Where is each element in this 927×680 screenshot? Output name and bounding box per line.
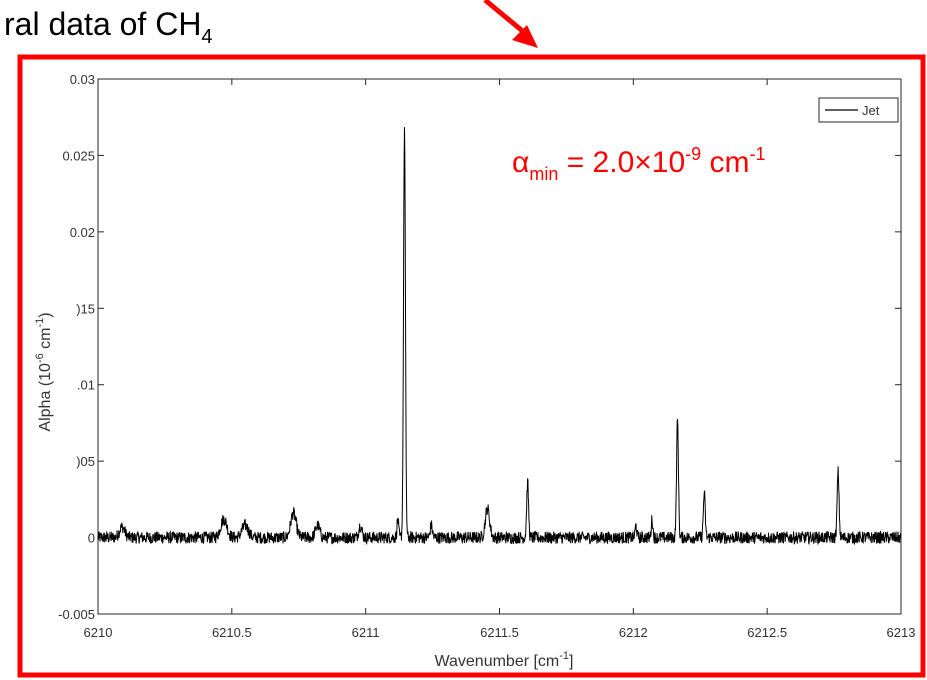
series-group — [97, 127, 902, 546]
alpha-subscript: min — [529, 164, 558, 184]
y-axis-label-unit: cm — [37, 328, 54, 354]
series-line-jet — [97, 127, 902, 546]
y-axis-label-exponent-2: -1 — [34, 318, 46, 328]
y-tick-label: .01 — [77, 378, 95, 393]
annotation-unit-exponent: -1 — [750, 144, 766, 164]
y-tick-label: -0.005 — [58, 607, 95, 622]
x-tick-label: 6213 — [887, 625, 916, 640]
annotation-unit: cm — [701, 146, 749, 179]
x-tick-label: 6212.5 — [747, 625, 787, 640]
y-axis-label-text: Alpha (10 — [37, 363, 54, 432]
alpha-symbol: α — [512, 146, 529, 179]
x-axis-label: Wavenumber [cm-1] — [434, 650, 573, 670]
y-axis-label-end: ) — [37, 312, 54, 317]
x-axis-label-exponent: -1 — [559, 650, 569, 662]
legend-label-jet: Jet — [862, 103, 880, 118]
y-tick-label: 0.03 — [70, 72, 95, 87]
axis-ticks: 6210 6210.5 6211 6211.5 6212 6212.5 6213 -0.005… — [58, 72, 915, 640]
y-tick-label: )15 — [76, 301, 95, 316]
x-tick-label: 6211 — [352, 625, 380, 640]
y-tick-label: 0 — [88, 531, 95, 546]
x-tick-label: 6210 — [84, 625, 113, 640]
y-axis-label-exponent-1: -6 — [34, 353, 46, 363]
arrow-head — [512, 25, 538, 48]
y-tick-label: 0.02 — [70, 225, 95, 240]
x-tick-label: 6210.5 — [212, 625, 252, 640]
x-axis-label-text: Wavenumber [cm — [434, 653, 559, 670]
heading-subscript: 4 — [201, 26, 213, 48]
y-tick-label: 0.025 — [62, 148, 95, 163]
heading-text: ral data of CH — [4, 6, 202, 42]
x-axis-label-end: ] — [569, 653, 573, 670]
x-tick-label: 6212 — [619, 625, 648, 640]
annotation-value: = 2.0×10 — [558, 146, 685, 179]
annotation-exponent: -9 — [685, 144, 701, 164]
x-tick-label: 6211.5 — [480, 625, 519, 640]
alpha-min-annotation: αmin = 2.0×10-9 cm-1 — [512, 144, 766, 184]
plot-area — [97, 78, 902, 615]
legend: Jet — [818, 97, 899, 123]
y-tick-label: )05 — [76, 454, 95, 469]
y-axis-label: Alpha (10-6 cm-1) — [34, 312, 54, 431]
highlight-frame — [17, 54, 926, 678]
slide-heading: ral data of CH4 — [4, 6, 213, 49]
